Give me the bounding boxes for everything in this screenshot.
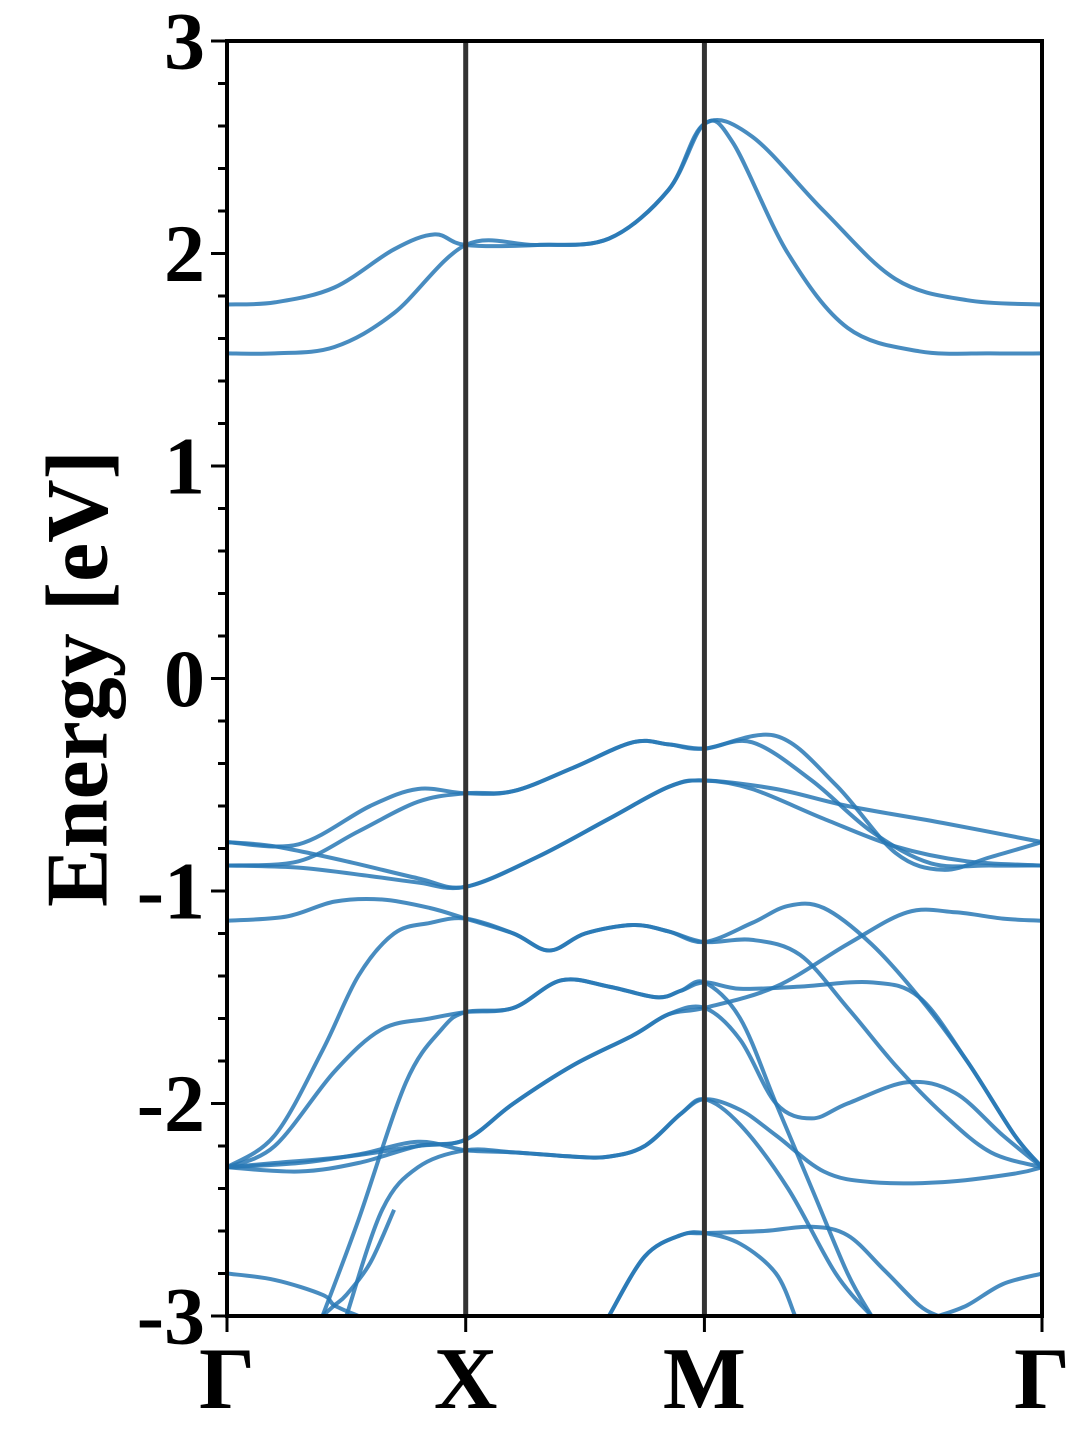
- y-axis-label: Energy [eV]: [30, 450, 127, 907]
- band-line-13: [344, 1097, 874, 1316]
- y-tick-label: -3: [137, 1271, 205, 1362]
- band-lines: [227, 118, 1042, 1316]
- y-tick-label: 1: [164, 421, 205, 512]
- y-tick-label: -1: [137, 846, 205, 937]
- x-tick-label: X: [434, 1331, 498, 1428]
- band-line-8: [227, 916, 1042, 1170]
- band-line-6: [227, 778, 1042, 891]
- band-line-16: [321, 1208, 396, 1316]
- band-line-18: [937, 1271, 1042, 1316]
- band-line-15: [227, 1271, 360, 1316]
- plot-frame: [225, 39, 1044, 1318]
- band-line-14: [320, 977, 874, 1316]
- x-tick-label: M: [663, 1331, 746, 1428]
- y-tick-label: 0: [164, 633, 205, 724]
- band-line-1: [227, 118, 1042, 356]
- kpoint-dividers: [463, 41, 707, 1316]
- y-tick-label: -2: [137, 1058, 205, 1149]
- band-line-2: [227, 118, 1042, 307]
- band-line-9: [227, 977, 1042, 1170]
- y-tick-label: 3: [164, 0, 205, 87]
- x-tick-label: Γ: [199, 1331, 255, 1428]
- band-line-12: [227, 1097, 1042, 1186]
- y-ticks: -3 -2 -1 0 1 2 3: [137, 0, 227, 1362]
- x-tick-label: Γ: [1014, 1331, 1070, 1428]
- band-line-11: [227, 907, 1042, 1170]
- y-tick-label: 2: [164, 208, 205, 299]
